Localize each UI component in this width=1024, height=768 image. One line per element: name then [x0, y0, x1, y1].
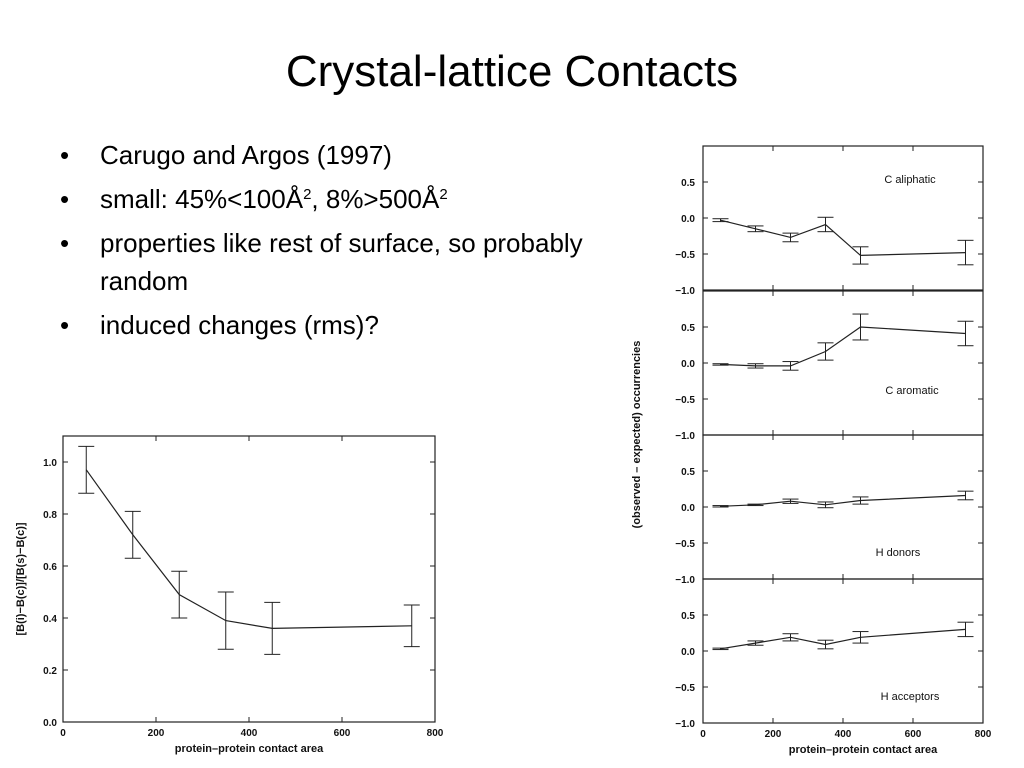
panel-frame: [702, 290, 984, 436]
panel-label: H donors: [876, 547, 921, 559]
y-tick-label: 0.2: [43, 666, 57, 677]
data-line: [720, 219, 966, 257]
data-line: [720, 326, 966, 367]
x-tick-label: 200: [148, 728, 165, 739]
y-tick-label: −0.5: [675, 250, 695, 261]
y-tick-label: 0.0: [681, 503, 695, 514]
bullet-text: induced changes (rms)?: [100, 310, 379, 340]
y-tick-label: −0.5: [675, 539, 695, 550]
y-tick-label: −1.0: [675, 719, 695, 730]
slide-title: Crystal-lattice Contacts: [285, 47, 739, 96]
bullet-item: properties like rest of surface, so prob…: [60, 224, 620, 300]
x-tick-label: 200: [765, 729, 782, 740]
superscript: 2: [439, 186, 448, 203]
x-tick-label: 800: [427, 728, 444, 739]
x-tick-label: 600: [905, 729, 922, 740]
y-tick-label: 0.0: [681, 214, 695, 225]
y-tick-label: 0.0: [681, 359, 695, 370]
panel-frame: [702, 434, 984, 580]
bullet-list: Carugo and Argos (1997) small: 45%<100Å2…: [60, 136, 620, 350]
data-line: [85, 469, 412, 630]
bullet-item: induced changes (rms)?: [60, 306, 620, 344]
bullet-text: small: 45%<100Å: [100, 184, 304, 214]
panel-frame: [702, 145, 984, 291]
x-tick-label: 0: [700, 729, 706, 740]
plot-frame: [62, 435, 436, 723]
y-tick-label: 0.6: [43, 562, 57, 573]
y-tick-label: −1.0: [675, 575, 695, 586]
x-axis-title: protein–protein contact area: [175, 743, 324, 755]
y-tick-label: 0.5: [681, 178, 695, 189]
y-tick-label: 0.5: [681, 467, 695, 478]
superscript: 2: [303, 186, 312, 203]
y-axis-title: (observed – expected) occurrencies: [631, 341, 643, 529]
panel-label: H acceptors: [881, 691, 940, 703]
y-tick-label: 0.0: [681, 647, 695, 658]
x-tick-label: 800: [975, 729, 992, 740]
panel-frame: [702, 578, 984, 724]
panel-label: C aromatic: [885, 385, 939, 397]
y-tick-label: 0.5: [681, 611, 695, 622]
y-tick-label: −0.5: [675, 683, 695, 694]
y-tick-label: −1.0: [675, 431, 695, 442]
x-tick-label: 400: [241, 728, 258, 739]
x-tick-label: 400: [835, 729, 852, 740]
data-line: [720, 494, 966, 507]
y-tick-label: 1.0: [43, 458, 57, 469]
bullet-text: Carugo and Argos (1997): [100, 140, 392, 170]
x-axis-title: protein–protein contact area: [789, 744, 938, 756]
panel-label: C aliphatic: [884, 174, 936, 186]
y-tick-label: 0.0: [43, 718, 57, 729]
x-tick-label: 0: [60, 728, 66, 739]
y-tick-label: −0.5: [675, 395, 695, 406]
data-line: [720, 628, 966, 650]
y-tick-label: 0.4: [43, 614, 57, 625]
x-tick-label: 600: [334, 728, 351, 739]
bullet-text: properties like rest of surface, so prob…: [100, 228, 583, 296]
y-tick-label: 0.8: [43, 510, 57, 521]
bullet-item: Carugo and Argos (1997): [60, 136, 620, 174]
y-axis-title: [B(i)−B(c)]/[B(s)−B(c)]: [15, 522, 27, 635]
bullet-text: , 8%>500Å: [311, 184, 440, 214]
y-tick-label: 0.5: [681, 323, 695, 334]
bullet-item: small: 45%<100Å2, 8%>500Å2: [60, 180, 620, 218]
y-tick-label: −1.0: [675, 286, 695, 297]
